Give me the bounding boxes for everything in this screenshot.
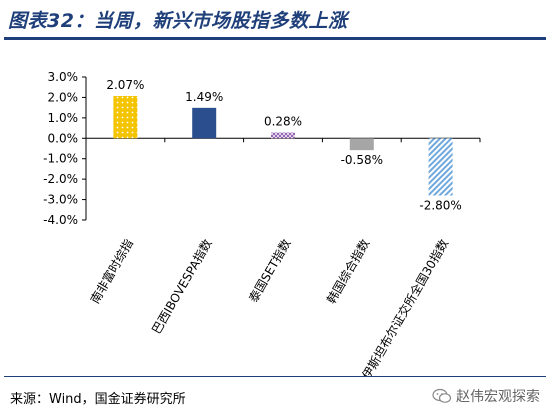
bar — [271, 132, 295, 139]
data-label: 1.49% — [185, 90, 223, 104]
footer-divider — [4, 376, 546, 377]
source-note: 来源：Wind，国金证券研究所 — [10, 392, 186, 407]
y-tick-label: -1.0% — [43, 152, 78, 166]
bar — [428, 138, 453, 196]
y-tick-label: -2.0% — [43, 172, 78, 186]
title-divider — [4, 37, 546, 40]
bar — [113, 95, 138, 139]
bar — [192, 107, 217, 139]
category-label: 泰国SET指数 — [245, 236, 293, 305]
category-label: 南非富时综指 — [87, 236, 136, 306]
bar-chart: 3.0% 2.0% 1.0% 0.0% -1.0% -2.0% -3.0% -4.0% 2.0… — [43, 70, 481, 376]
y-tick-label: 3.0% — [48, 70, 79, 84]
category-label: 韩国综合指数 — [323, 236, 372, 306]
y-tick-label: 2.0% — [48, 90, 79, 104]
y-tick-label: 1.0% — [48, 111, 79, 125]
watermark: 赵伟宏观探索 — [432, 386, 540, 406]
data-label: -2.80% — [419, 198, 461, 212]
data-label: -0.58% — [341, 153, 383, 167]
wechat-icon — [432, 388, 452, 403]
y-tick-label: -4.0% — [43, 213, 78, 227]
bar — [349, 138, 374, 151]
category-label: 巴西IBOVESPA指数 — [148, 236, 214, 336]
data-label: 0.28% — [264, 115, 302, 129]
chart-title: 图表32：当周，新兴市场股指多数上涨 — [8, 10, 348, 32]
y-tick-label: -3.0% — [43, 193, 78, 207]
y-tick-label: 0.0% — [48, 131, 79, 145]
data-label: 2.07% — [106, 78, 144, 92]
category-label: 伊斯坦布尔证交所全国30指数 — [359, 236, 452, 376]
watermark-text: 赵伟宏观探索 — [456, 389, 540, 405]
